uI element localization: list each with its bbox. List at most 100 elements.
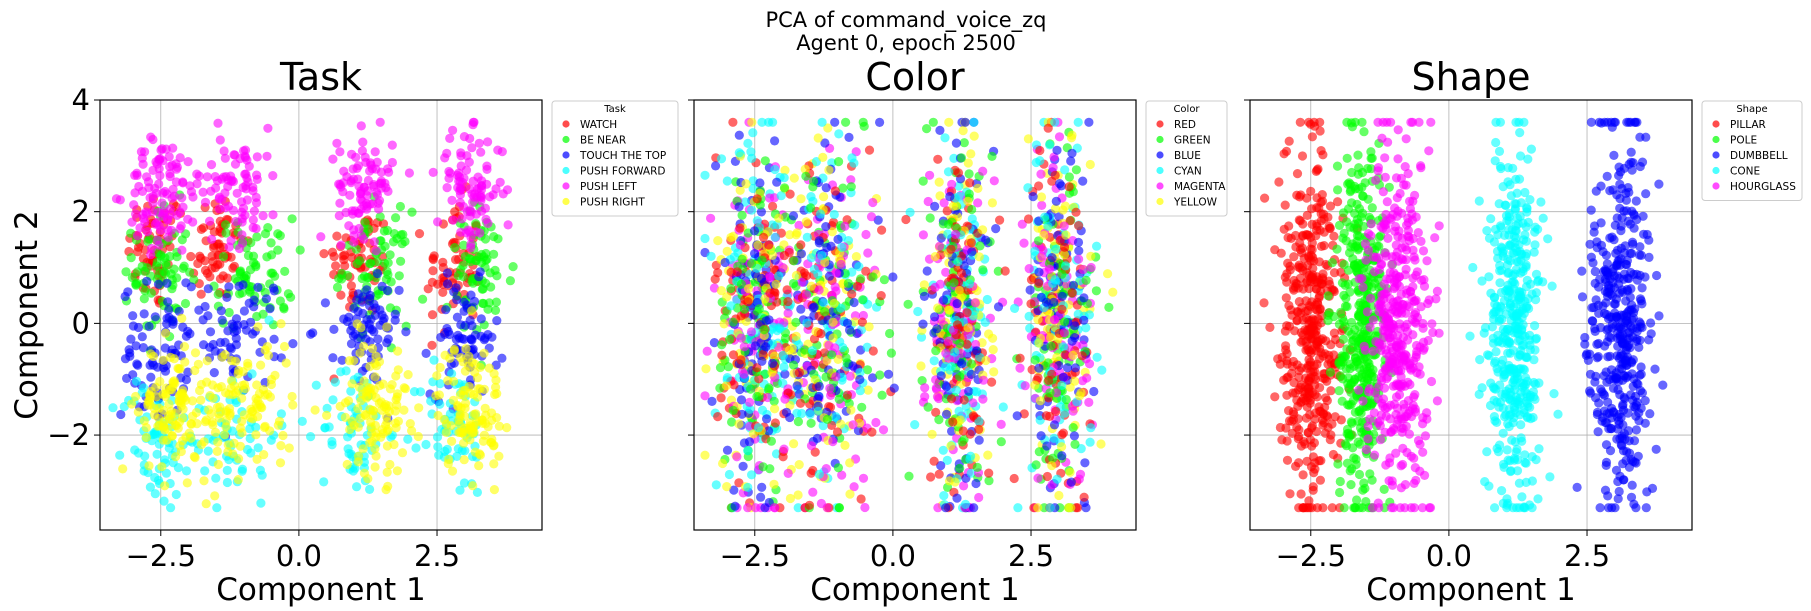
data-point [759, 325, 769, 335]
data-point [222, 292, 232, 302]
data-point [934, 415, 944, 425]
data-point [973, 198, 983, 208]
legend-marker [1156, 197, 1164, 206]
data-point [223, 440, 233, 450]
data-point [1068, 350, 1078, 360]
data-point [1292, 190, 1302, 200]
data-point [189, 275, 199, 285]
data-point [365, 387, 375, 397]
legend-marker [562, 182, 570, 190]
data-point [789, 256, 799, 266]
data-point [1051, 406, 1061, 416]
data-point [332, 282, 343, 292]
data-point [876, 291, 886, 301]
data-point [436, 332, 446, 342]
data-point [1058, 342, 1068, 352]
data-point [190, 348, 201, 358]
data-point [367, 343, 378, 354]
data-point [367, 164, 377, 174]
data-point [913, 306, 923, 317]
data-point [480, 403, 490, 413]
data-point [212, 402, 222, 413]
data-point [369, 237, 379, 247]
data-point [1311, 166, 1321, 176]
data-point [491, 297, 501, 307]
data-point [168, 143, 178, 153]
data-point [347, 206, 357, 216]
data-point [1270, 245, 1280, 255]
data-point [919, 280, 929, 290]
data-point [337, 268, 347, 279]
data-point [165, 162, 175, 172]
data-point [1299, 437, 1309, 447]
data-point [987, 151, 997, 161]
data-point [146, 243, 157, 254]
data-point [806, 418, 816, 428]
data-point [755, 178, 765, 188]
data-point [193, 359, 203, 369]
y-tick-label: 4 [72, 83, 90, 117]
data-point [1084, 397, 1094, 407]
data-point [391, 213, 401, 223]
data-point [955, 372, 965, 382]
data-point [700, 450, 710, 460]
legend-entry: WATCH [580, 119, 617, 131]
data-point [1015, 353, 1025, 363]
data-point [435, 399, 445, 409]
data-point [974, 492, 984, 503]
data-point [813, 133, 823, 143]
data-point [722, 445, 733, 455]
data-point [273, 229, 283, 239]
data-point [1074, 221, 1084, 231]
data-point [975, 241, 985, 251]
data-point [191, 407, 201, 418]
data-point [226, 376, 237, 386]
data-point [838, 342, 848, 353]
data-point [278, 430, 288, 441]
data-point [868, 272, 878, 282]
data-point [711, 480, 721, 490]
data-point [462, 207, 472, 217]
data-point [1342, 217, 1352, 227]
data-point [263, 223, 273, 233]
data-point [1291, 242, 1301, 252]
data-point [1024, 264, 1034, 274]
y-tick-label: 2 [72, 195, 90, 229]
data-point [734, 202, 744, 212]
data-point [1092, 352, 1102, 362]
data-point [1034, 363, 1044, 373]
data-point [174, 306, 184, 316]
data-point [1103, 269, 1113, 279]
data-point [1572, 482, 1582, 492]
data-point [208, 420, 218, 430]
data-point [736, 333, 746, 343]
data-point [115, 450, 125, 460]
data-point [177, 313, 187, 323]
data-point [955, 463, 965, 473]
data-point [1073, 237, 1084, 247]
data-point [974, 252, 984, 262]
data-point [941, 382, 952, 392]
data-point [111, 194, 122, 204]
data-point [363, 474, 373, 484]
data-point [1280, 200, 1290, 210]
data-point [329, 324, 339, 334]
data-point [221, 228, 231, 238]
data-point [758, 232, 769, 242]
data-point [140, 286, 150, 296]
data-point [776, 191, 786, 201]
data-point [370, 310, 380, 320]
data-point [334, 211, 344, 221]
data-point [203, 311, 213, 321]
legend-marker [562, 166, 570, 175]
data-point [988, 345, 998, 355]
data-point [1036, 169, 1046, 179]
data-point [954, 406, 964, 416]
data-point [158, 355, 168, 365]
data-point [1284, 406, 1294, 416]
data-point [721, 381, 731, 391]
data-point [969, 503, 979, 513]
data-point [372, 157, 382, 167]
data-point [473, 392, 483, 402]
data-point [1071, 207, 1081, 217]
